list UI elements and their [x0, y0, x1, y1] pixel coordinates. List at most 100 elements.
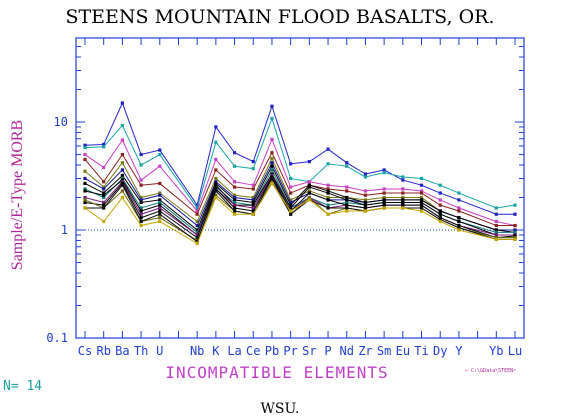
data-point [438, 203, 442, 207]
data-point [214, 176, 218, 181]
data-point [401, 206, 405, 210]
x-tick-label: Rb [96, 344, 110, 358]
data-point [326, 212, 330, 216]
data-point [326, 147, 330, 151]
data-point [83, 157, 87, 162]
x-tick-label: K [212, 344, 220, 358]
x-tick-label: P [324, 344, 331, 358]
data-point [102, 180, 106, 184]
x-tick-label: Cs [78, 344, 92, 358]
data-point [232, 193, 237, 197]
data-point [382, 168, 386, 172]
data-point [195, 203, 199, 207]
data-point [139, 219, 143, 224]
data-point [195, 212, 199, 216]
data-point [251, 187, 255, 191]
data-point [457, 198, 461, 202]
data-point [139, 195, 143, 200]
x-tick-label: Ce [246, 344, 260, 358]
data-point [251, 198, 255, 202]
data-point [251, 212, 255, 216]
data-point [251, 195, 255, 200]
data-point [270, 156, 274, 161]
data-point [251, 160, 255, 164]
data-point [289, 212, 293, 216]
data-point [120, 181, 124, 186]
data-point [513, 223, 517, 228]
data-point [494, 206, 498, 210]
data-point [251, 206, 255, 210]
x-tick-label: Y [455, 344, 463, 358]
data-point [345, 206, 349, 210]
data-point [102, 200, 106, 205]
data-point [195, 228, 199, 232]
data-point [382, 171, 386, 175]
data-point [139, 200, 143, 205]
data-point [270, 151, 274, 155]
data-point [494, 228, 498, 232]
data-point [102, 203, 106, 207]
data-point [363, 172, 368, 176]
x-tick-label: Zr [358, 344, 372, 358]
data-point [158, 193, 162, 197]
sample-count: N= 14 [3, 379, 42, 394]
data-point [120, 138, 124, 142]
data-point [214, 187, 218, 191]
data-point [438, 191, 442, 195]
data-point [102, 191, 106, 195]
data-point [289, 176, 293, 181]
data-point [195, 240, 199, 244]
data-point [307, 180, 311, 184]
plot-frame [75, 37, 525, 339]
series-line [84, 173, 515, 236]
data-point [494, 230, 498, 235]
y-tick-label: 0.1 [46, 331, 68, 345]
data-point [345, 161, 349, 165]
data-point [232, 203, 237, 207]
data-point [195, 209, 199, 213]
data-point [139, 163, 143, 167]
data-point [513, 230, 517, 235]
data-point [270, 181, 274, 186]
series-line [85, 177, 515, 243]
data-point [120, 123, 124, 128]
data-point [494, 236, 498, 240]
x-tick-label: Lu [508, 344, 522, 358]
data-point [102, 165, 106, 170]
data-point [83, 143, 87, 147]
x-tick-label: Th [134, 344, 148, 358]
data-point [232, 164, 237, 168]
data-point [438, 198, 442, 202]
data-point [401, 175, 405, 179]
data-point [457, 228, 461, 232]
data-point [102, 193, 106, 197]
data-point [139, 223, 143, 228]
data-point [102, 145, 106, 149]
data-point [158, 206, 162, 210]
data-point [363, 209, 368, 213]
data-point [158, 200, 162, 205]
data-point [419, 206, 424, 210]
data-point [289, 162, 293, 166]
data-point [289, 198, 293, 202]
footer-label: WSU. [261, 401, 300, 417]
y-tick-labels: 10 1 0.1 [46, 115, 68, 345]
data-point [251, 209, 255, 213]
plot-border [75, 37, 525, 339]
data-point [83, 189, 87, 193]
data-point [307, 198, 311, 202]
y-tick-label: 1 [61, 223, 68, 237]
x-tick-label: Ti [414, 344, 428, 358]
data-point [270, 116, 274, 121]
data-point [419, 176, 424, 181]
data-point [438, 217, 442, 222]
data-point [232, 198, 237, 202]
data-point [363, 198, 368, 202]
data-point [419, 209, 424, 213]
data-point [326, 162, 330, 166]
data-point [158, 191, 162, 195]
data-point [83, 195, 87, 200]
data-point [363, 206, 368, 210]
data-point [83, 169, 87, 173]
